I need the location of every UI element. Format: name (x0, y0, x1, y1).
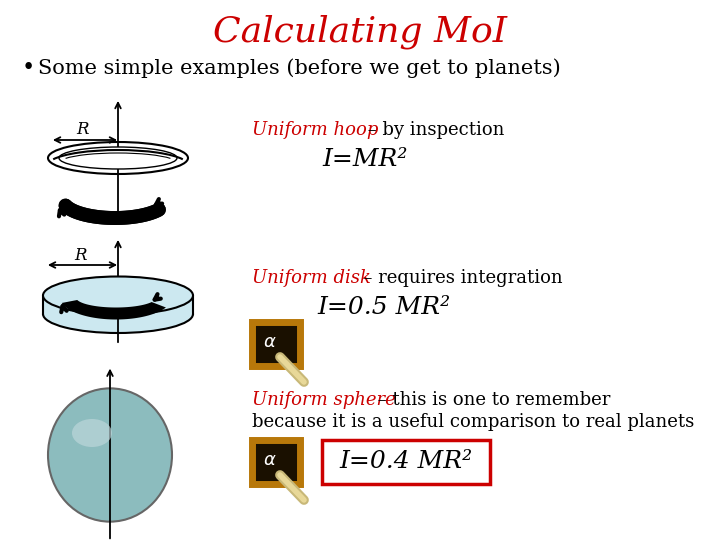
Ellipse shape (43, 276, 193, 314)
Text: I=MR²: I=MR² (322, 148, 408, 172)
Text: – this is one to remember: – this is one to remember (372, 391, 611, 409)
Ellipse shape (72, 419, 112, 447)
Text: Uniform hoop: Uniform hoop (252, 121, 379, 139)
Text: – by inspection: – by inspection (362, 121, 505, 139)
Polygon shape (43, 295, 193, 314)
Ellipse shape (43, 295, 193, 333)
FancyBboxPatch shape (322, 440, 490, 484)
Text: I=0.5 MR²: I=0.5 MR² (317, 296, 450, 320)
Text: •: • (22, 57, 35, 79)
Text: R: R (77, 122, 89, 138)
Text: R: R (75, 246, 87, 264)
Ellipse shape (48, 388, 172, 522)
Text: Uniform sphere: Uniform sphere (252, 391, 396, 409)
Polygon shape (62, 300, 166, 320)
Text: Some simple examples (before we get to planets): Some simple examples (before we get to p… (38, 58, 561, 78)
Text: $\alpha$: $\alpha$ (264, 451, 276, 469)
Polygon shape (59, 204, 165, 223)
Text: $\alpha$: $\alpha$ (264, 333, 276, 351)
Ellipse shape (48, 142, 188, 174)
Ellipse shape (59, 147, 177, 169)
FancyBboxPatch shape (252, 322, 300, 366)
FancyBboxPatch shape (252, 440, 300, 484)
Text: Uniform disk: Uniform disk (252, 269, 371, 287)
Text: because it is a useful comparison to real planets: because it is a useful comparison to rea… (252, 413, 694, 431)
Text: – requires integration: – requires integration (352, 269, 562, 287)
Text: Calculating MoI: Calculating MoI (213, 15, 507, 49)
Text: I=0.4 MR²: I=0.4 MR² (339, 450, 472, 474)
